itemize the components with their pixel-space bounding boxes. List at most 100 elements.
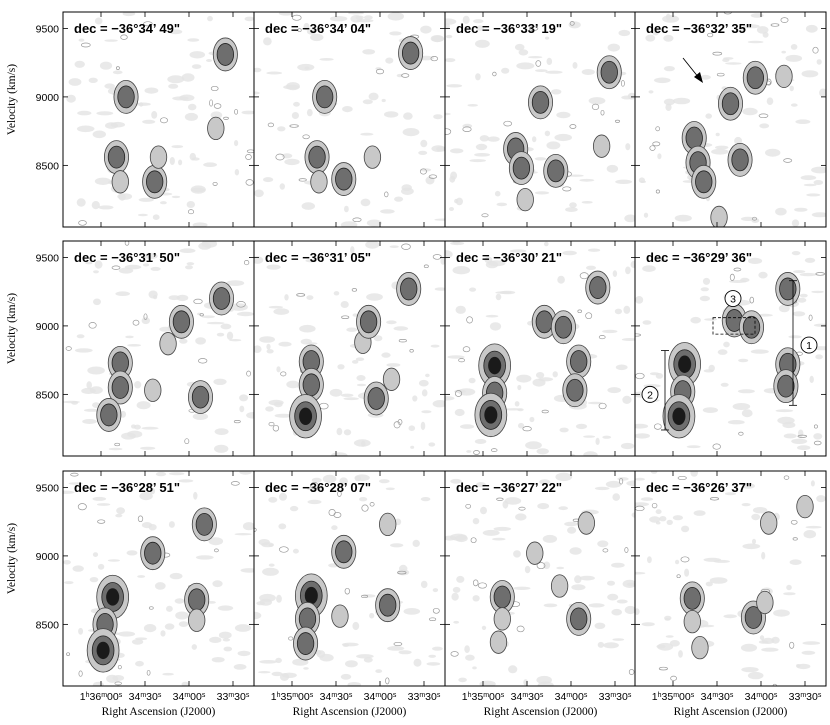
noise-speckle xyxy=(107,559,120,562)
noise-contour xyxy=(770,23,780,27)
noise-speckle xyxy=(783,592,796,596)
noise-speckle xyxy=(171,145,184,149)
x-tick-label: 34m30s xyxy=(511,691,544,703)
noise-speckle xyxy=(650,471,658,474)
noise-contour xyxy=(296,293,306,297)
noise-speckle xyxy=(254,611,262,620)
emission-mid-contour xyxy=(308,145,326,169)
x-tick-label: 1h36m00s xyxy=(80,691,123,703)
noise-speckle xyxy=(715,132,720,137)
noise-speckle xyxy=(663,98,676,106)
emission-peak xyxy=(678,355,692,373)
y-tick-label: 8500 xyxy=(36,389,60,401)
noise-speckle xyxy=(462,15,470,24)
noise-speckle xyxy=(534,191,550,195)
noise-speckle xyxy=(819,88,826,97)
noise-speckle xyxy=(742,543,761,550)
noise-speckle xyxy=(574,575,582,584)
noise-speckle xyxy=(516,374,532,383)
noise-speckle xyxy=(742,24,760,29)
noise-contour xyxy=(503,120,513,127)
noise-contour xyxy=(562,186,572,192)
noise-speckle xyxy=(87,366,105,375)
noise-speckle xyxy=(606,164,619,173)
noise-speckle xyxy=(192,413,209,420)
noise-speckle xyxy=(266,71,283,75)
emission-mid-contour xyxy=(367,387,385,410)
x-tick-label: 34m00s xyxy=(745,691,778,703)
noise-speckle xyxy=(635,433,650,439)
noise-speckle xyxy=(618,29,631,37)
noise-speckle xyxy=(115,513,123,518)
noise-speckle xyxy=(545,36,550,40)
noise-speckle xyxy=(339,477,348,485)
noise-speckle xyxy=(237,650,251,657)
noise-speckle xyxy=(536,372,545,379)
noise-speckle xyxy=(501,67,510,74)
noise-speckle xyxy=(729,280,747,283)
noise-speckle xyxy=(614,308,623,315)
noise-speckle xyxy=(657,153,662,160)
noise-speckle xyxy=(495,291,512,294)
noise-speckle xyxy=(393,326,409,331)
emission-outer-contour xyxy=(188,608,206,632)
noise-contour xyxy=(655,126,661,132)
noise-speckle xyxy=(347,682,362,686)
noise-speckle xyxy=(139,102,144,107)
noise-speckle xyxy=(262,567,279,576)
noise-contour xyxy=(267,122,275,128)
noise-speckle xyxy=(223,646,233,652)
noise-speckle xyxy=(421,410,432,414)
y-tick-label: 9500 xyxy=(36,252,60,264)
panel-content xyxy=(63,241,254,453)
noise-speckle xyxy=(669,640,680,647)
noise-speckle xyxy=(176,294,189,302)
noise-speckle xyxy=(569,202,577,209)
noise-speckle xyxy=(741,667,759,673)
noise-speckle xyxy=(693,510,706,516)
noise-speckle xyxy=(310,33,324,42)
noise-contour xyxy=(454,390,463,397)
noise-speckle xyxy=(166,605,173,612)
noise-speckle xyxy=(717,349,728,355)
noise-speckle xyxy=(254,91,260,95)
noise-speckle xyxy=(747,40,764,44)
noise-speckle xyxy=(737,389,755,394)
noise-speckle xyxy=(385,57,394,64)
noise-contour xyxy=(66,652,71,656)
noise-speckle xyxy=(742,107,758,116)
noise-speckle xyxy=(142,263,150,267)
noise-speckle xyxy=(451,592,459,601)
noise-speckle xyxy=(93,270,99,274)
noise-contour xyxy=(209,99,214,107)
noise-speckle xyxy=(701,624,715,628)
noise-speckle xyxy=(455,197,463,206)
noise-speckle xyxy=(750,13,764,18)
noise-speckle xyxy=(514,43,525,51)
noise-speckle xyxy=(544,241,549,247)
noise-contour xyxy=(628,669,635,675)
noise-speckle xyxy=(286,380,300,389)
noise-speckle xyxy=(311,477,322,483)
noise-speckle xyxy=(284,158,300,166)
emission-outer-contour xyxy=(363,145,382,169)
emission-mid-contour xyxy=(589,276,607,299)
noise-contour xyxy=(419,168,427,175)
noise-speckle xyxy=(803,530,817,539)
noise-speckle xyxy=(450,148,464,154)
noise-speckle xyxy=(642,320,652,325)
noise-contour xyxy=(361,504,369,512)
noise-speckle xyxy=(468,377,476,384)
emission-mid-contour xyxy=(296,632,315,655)
noise-speckle xyxy=(214,444,229,453)
emission-outer-contour xyxy=(493,607,511,631)
pv-panel: dec = −36°31’ 50" 8500 9000 9500 xyxy=(36,240,255,457)
noise-speckle xyxy=(529,416,535,423)
noise-speckle xyxy=(88,77,98,84)
noise-speckle xyxy=(77,110,92,116)
noise-speckle xyxy=(268,563,275,567)
noise-speckle xyxy=(181,681,189,686)
pv-panel: dec = −36°30’ 21" xyxy=(444,240,637,457)
noise-speckle xyxy=(674,214,692,222)
noise-contour xyxy=(393,641,403,647)
